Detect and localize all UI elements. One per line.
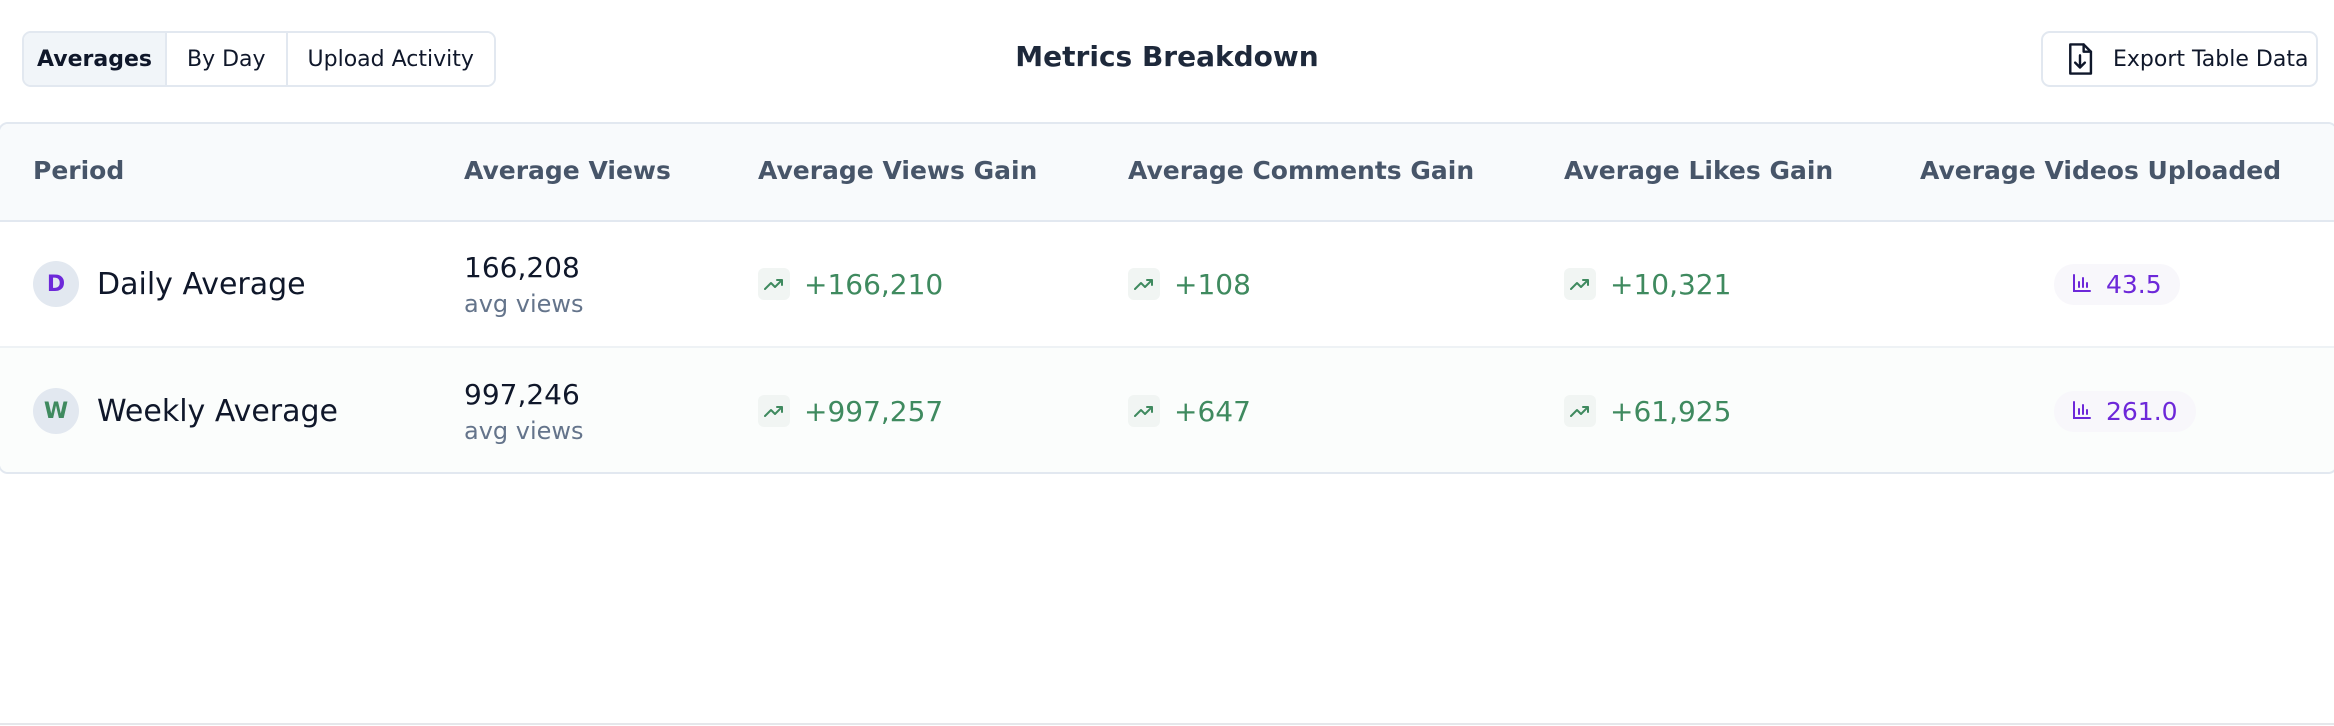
views-note: avg views — [464, 416, 584, 445]
videos-value: 43.5 — [2106, 269, 2162, 299]
avatar: W — [33, 388, 79, 434]
table-row: W Weekly Average 997,246 avg views +997,257 +… — [0, 348, 2334, 472]
gain-value: +647 — [1174, 394, 1251, 428]
table-row: D Daily Average 166,208 avg views +166,210 +1… — [0, 222, 2334, 348]
videos-cell: 43.5 — [2054, 222, 2180, 346]
divider — [0, 723, 2334, 725]
gain-cell: +10,321 — [1564, 222, 1731, 346]
trend-icon — [1564, 268, 1596, 300]
gain-value: +10,321 — [1610, 267, 1732, 301]
column-header: Average Views Gain — [758, 156, 1038, 185]
views-value: 166,208 — [464, 250, 580, 284]
gain-cell: +61,925 — [1564, 348, 1732, 472]
videos-pill: 43.5 — [2054, 263, 2180, 305]
tab[interactable]: Upload Activity — [287, 33, 494, 85]
bar-icon — [2072, 397, 2092, 426]
tab-bar: Averages By Day Upload Activity — [22, 31, 496, 87]
gain-cell: +997,257 — [758, 348, 944, 472]
period-cell: W Weekly Average — [33, 348, 339, 472]
trend-icon — [1128, 268, 1160, 300]
gain-cell: +166,210 — [758, 222, 943, 346]
period-cell: D Daily Average — [33, 222, 306, 346]
trend-icon — [1128, 395, 1160, 427]
column-header: Average Videos Uploaded — [1920, 156, 2282, 185]
gain-value: +166,210 — [804, 267, 944, 301]
bar-icon — [2072, 270, 2092, 299]
export-button[interactable]: Export Table Data — [2041, 31, 2318, 87]
trend-icon — [758, 395, 790, 427]
gain-cell: +647 — [1128, 348, 1251, 472]
trend-icon — [758, 268, 790, 300]
views-note: avg views — [464, 289, 584, 318]
column-header: Period — [33, 156, 125, 185]
tab[interactable]: Averages — [24, 33, 167, 85]
column-header: Average Comments Gain — [1128, 156, 1475, 185]
gain-value: +61,925 — [1610, 394, 1732, 428]
period-name: Daily Average — [97, 266, 306, 302]
period-name: Weekly Average — [97, 393, 339, 429]
views-cell: 997,246 avg views — [464, 348, 584, 472]
videos-cell: 261.0 — [2054, 348, 2196, 472]
export-icon — [2069, 43, 2093, 75]
table-header: Period Average Views Average Views Gain Ave… — [0, 124, 2334, 222]
views-value: 997,246 — [464, 377, 580, 411]
gain-value: +108 — [1174, 267, 1251, 301]
trend-icon — [1564, 395, 1596, 427]
column-header: Average Likes Gain — [1564, 156, 1834, 185]
gain-value: +997,257 — [804, 394, 944, 428]
avatar: D — [33, 261, 79, 307]
tab[interactable]: By Day — [167, 33, 288, 85]
metrics-table: Period Average Views Average Views Gain Ave… — [0, 122, 2334, 474]
videos-value: 261.0 — [2106, 396, 2178, 426]
title: Metrics Breakdown — [1015, 40, 1319, 73]
export-label: Export Table Data — [2113, 46, 2309, 72]
column-header: Average Views — [464, 156, 671, 185]
videos-pill: 261.0 — [2054, 390, 2196, 432]
gain-cell: +108 — [1128, 222, 1251, 346]
views-cell: 166,208 avg views — [464, 222, 584, 346]
